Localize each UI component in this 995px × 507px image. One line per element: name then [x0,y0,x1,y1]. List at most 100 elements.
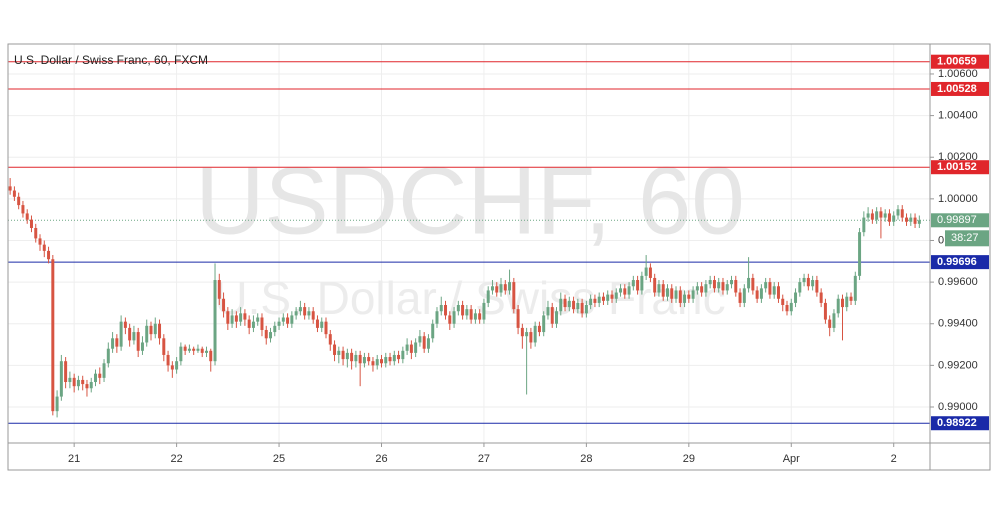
candle-body [823,302,827,320]
candle-body [12,190,16,197]
candle-body [695,286,699,291]
x-tick-label: Apr [783,453,800,465]
candle-body [418,336,422,343]
candle-body [213,280,217,362]
candle-body [862,217,866,233]
candle-body [802,277,806,283]
candle-body [401,350,405,360]
candle-body [294,311,298,316]
candle-body [700,286,704,293]
candle-body [311,311,315,320]
level-label: 0.99696 [937,256,977,268]
candle-body [653,277,657,293]
y-tick-label: 0.99400 [938,318,978,330]
candle-body [841,298,844,308]
candle-body [42,244,46,251]
candle-body [34,227,38,239]
candle-body [149,325,153,335]
candle-body [473,313,477,320]
candle-body [849,296,853,301]
candle-body [755,290,759,299]
candle-body [828,319,832,328]
candle-body [742,288,746,303]
candle-body [917,220,921,224]
candle-body [819,292,823,303]
candle-body [623,288,627,295]
candle-body [132,332,136,341]
candle-body [68,377,72,383]
candle-body [576,302,580,310]
candle-body [196,348,200,351]
candle-body [175,361,179,370]
x-tick-label: 25 [273,453,285,465]
candle-body [832,313,836,328]
candle-body [256,317,260,322]
y-tick-label: 0.99000 [938,401,978,413]
candle-body [875,211,879,220]
candle-body [738,292,742,303]
candle-body [674,290,678,299]
candle-body [21,205,25,214]
candle-body [303,307,307,316]
candle-body [328,334,332,345]
candle-body [614,292,618,299]
last-price-label: 0.99897 [937,214,977,226]
candle-body [85,384,89,389]
candle-body [913,217,917,224]
candles [8,178,921,418]
candle-body [414,342,418,353]
x-tick-label: 27 [478,453,490,465]
candle-body [72,377,76,387]
candle-body [456,305,460,312]
candle-body [204,350,208,353]
candle-body [264,329,268,339]
candle-body [367,357,371,362]
candle-body [469,309,473,320]
chart-title: U.S. Dollar / Swiss Franc, 60, FXCM [14,53,208,67]
candle-body [234,315,238,322]
candle-body [375,359,379,366]
y-tick-label: 0.99600 [938,276,978,288]
candle-body [51,259,55,412]
candle-body [542,315,546,333]
candle-body [47,250,51,260]
candle-body [601,296,605,301]
candle-body [422,336,426,349]
candle-body [533,325,537,343]
candle-body [444,305,448,316]
candle-body [870,213,874,220]
candle-body [281,317,285,322]
watermark-symbol: USDCHF, 60 [195,147,744,254]
candle-body [836,298,840,314]
candle-body [435,311,439,324]
candle-body [298,307,302,312]
candle-body [529,332,533,343]
candle-body [76,379,80,387]
y-tick-label: 0.99200 [938,359,978,371]
candle-body [55,396,59,412]
candle-body [712,280,716,289]
candle-body [239,313,243,322]
grid [8,44,930,443]
candle-body [200,348,204,353]
candle-body [273,325,277,333]
candle-body [315,319,319,328]
y-tick-label: 1.00000 [938,193,978,205]
candle-body [226,311,230,324]
candle-body [900,209,904,218]
candle-body [776,286,780,299]
candle-body [687,294,691,299]
candle-body [392,354,396,362]
candle-body [619,288,623,293]
candle-body [512,282,516,310]
candle-body [102,363,106,378]
candle-body [192,348,196,351]
candle-body [452,311,456,324]
x-tick-label: 22 [170,453,182,465]
candle-body [153,323,157,335]
candle-body [683,294,687,303]
candle-body [209,350,213,362]
candle-body [670,288,674,299]
candle-body [8,186,12,191]
